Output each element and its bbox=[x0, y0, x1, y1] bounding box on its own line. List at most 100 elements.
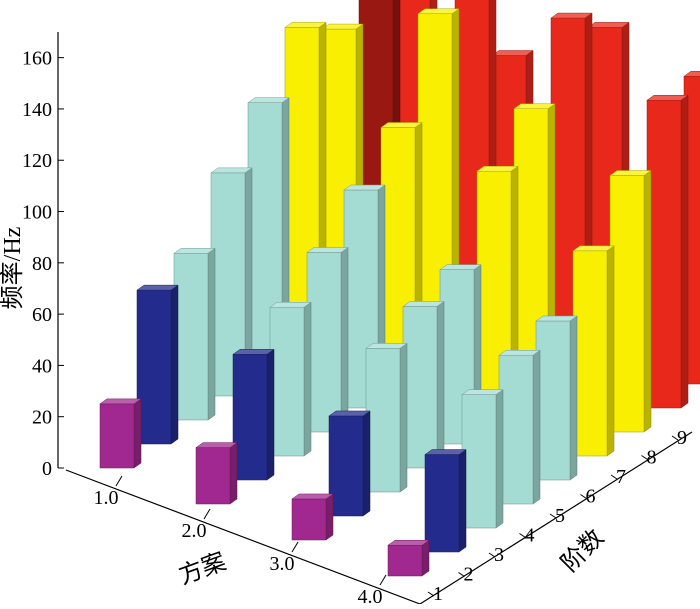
scheme-tick-label: 1.0 bbox=[94, 487, 119, 509]
bar bbox=[195, 442, 238, 505]
bar bbox=[609, 170, 652, 433]
bars-layer bbox=[99, 0, 700, 577]
bar-top bbox=[247, 97, 290, 103]
bar bbox=[498, 349, 541, 505]
bar-top bbox=[269, 301, 312, 308]
bar-side bbox=[680, 94, 689, 409]
bar-side bbox=[421, 539, 430, 577]
bar-top bbox=[572, 245, 615, 252]
y-tick-label: 40 bbox=[32, 355, 52, 377]
y-tick-label: 60 bbox=[32, 304, 52, 326]
order-tick-label: 2 bbox=[464, 564, 474, 586]
scheme-tick-label: 3.0 bbox=[270, 553, 295, 575]
bar bbox=[402, 300, 445, 469]
bar-side bbox=[458, 449, 467, 553]
bar-top bbox=[387, 539, 430, 546]
bar-side bbox=[229, 442, 238, 505]
bar-top bbox=[173, 248, 216, 254]
bar-top bbox=[328, 410, 371, 417]
order-tick-label: 3 bbox=[494, 544, 504, 566]
bar-side bbox=[606, 245, 615, 457]
bar-top bbox=[476, 165, 519, 172]
bar-side bbox=[133, 398, 142, 469]
bar-top bbox=[491, 50, 534, 56]
bar-front bbox=[461, 394, 497, 529]
scheme-tick-label: 4.0 bbox=[358, 586, 383, 604]
bar bbox=[232, 348, 275, 481]
bar bbox=[306, 246, 349, 433]
bar bbox=[136, 284, 179, 445]
bar-front bbox=[269, 306, 305, 457]
order-tick-label: 5 bbox=[555, 505, 565, 527]
order-tick-label: 9 bbox=[677, 427, 687, 449]
order-tick-mark bbox=[610, 474, 618, 480]
bar-top bbox=[210, 167, 253, 174]
bar bbox=[387, 539, 430, 577]
axes-layer: 0 20 40 60 80 100 120 140 160 1.0 2.0 3.0 4.0 1234567… bbox=[22, 32, 693, 608]
order-tick-mark bbox=[580, 494, 587, 499]
bar bbox=[99, 398, 142, 469]
bar bbox=[424, 449, 467, 553]
bar-top bbox=[461, 389, 504, 395]
scheme-axis-line bbox=[65, 469, 421, 605]
order-tick-mark bbox=[488, 552, 496, 558]
bar bbox=[461, 389, 504, 529]
bar bbox=[291, 493, 334, 541]
bar-top bbox=[424, 449, 467, 455]
x-axis-title: 方案 bbox=[175, 548, 229, 590]
bar-front bbox=[424, 454, 460, 553]
y-tick-label: 120 bbox=[22, 150, 52, 172]
order-tick-label: 6 bbox=[586, 486, 596, 508]
bar-top bbox=[136, 284, 179, 291]
bar bbox=[535, 315, 578, 481]
order-tick-mark bbox=[458, 572, 465, 577]
scheme-tick-mark bbox=[379, 574, 387, 586]
bar-side bbox=[362, 410, 371, 517]
bar-top bbox=[284, 22, 327, 28]
bar-top bbox=[513, 103, 556, 110]
bar-top bbox=[439, 264, 482, 270]
y-tick-label: 100 bbox=[22, 202, 52, 224]
bar-front bbox=[365, 348, 401, 493]
bar-top bbox=[380, 122, 423, 128]
bar-top bbox=[683, 70, 700, 77]
bar-side bbox=[325, 493, 334, 541]
order-tick-mark bbox=[671, 435, 679, 441]
bar-top bbox=[291, 493, 334, 500]
bar-front bbox=[535, 320, 571, 481]
bar-top bbox=[417, 8, 460, 15]
bar-front bbox=[291, 498, 327, 541]
z-axis-title: 阶数 bbox=[556, 524, 609, 577]
bar-top bbox=[646, 94, 689, 101]
bar-top bbox=[232, 349, 275, 355]
bar-top bbox=[402, 301, 445, 307]
bar-top bbox=[587, 22, 630, 28]
bar-front bbox=[232, 354, 268, 481]
bar-side bbox=[495, 389, 504, 529]
order-tick-mark bbox=[549, 513, 557, 519]
bar-side bbox=[569, 315, 578, 481]
bar bbox=[439, 264, 482, 445]
bar-front bbox=[195, 447, 231, 505]
bar bbox=[247, 97, 290, 373]
bar-front bbox=[402, 306, 438, 469]
bar bbox=[365, 342, 408, 493]
order-tick-label: 1 bbox=[433, 583, 443, 604]
bar bbox=[269, 301, 312, 457]
scheme-tick-label: 2.0 bbox=[182, 520, 207, 542]
y-axis-title: 频率/Hz bbox=[0, 227, 26, 310]
y-tick-label: 140 bbox=[22, 99, 52, 121]
y-tick-label: 0 bbox=[42, 458, 52, 480]
y-tick-label: 20 bbox=[32, 407, 52, 429]
bar-top bbox=[99, 398, 142, 405]
bar-top bbox=[498, 349, 541, 356]
scheme-tick-mark bbox=[291, 541, 299, 553]
bar bbox=[646, 94, 689, 409]
bar-top bbox=[609, 170, 652, 176]
bar-top bbox=[365, 343, 408, 349]
y-tick-label: 160 bbox=[22, 48, 52, 70]
order-tick-mark bbox=[519, 533, 526, 538]
bar-top bbox=[535, 315, 578, 322]
